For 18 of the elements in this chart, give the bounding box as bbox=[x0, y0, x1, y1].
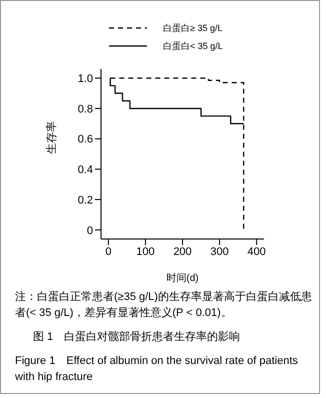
x-tick-label: 400 bbox=[247, 246, 266, 258]
y-axis-title: 生存率 bbox=[44, 121, 58, 154]
caption: 图 1 白蛋白对髋部骨折患者生存率的影响 bbox=[32, 330, 242, 345]
y-tick-label: 0.2 bbox=[78, 194, 93, 206]
x-tick-label: 200 bbox=[173, 246, 192, 258]
legend-label: 白蛋白< 35 g/L bbox=[163, 40, 223, 52]
x-tick-label: 0 bbox=[105, 246, 112, 258]
x-axis-title: 时间(d) bbox=[166, 272, 199, 284]
y-tick-label: 1.0 bbox=[78, 73, 93, 86]
x-tick-label: 300 bbox=[210, 246, 229, 258]
y-tick-label: 0 bbox=[86, 224, 93, 237]
text: 注：白蛋白正常患者(≥35 g/L)的生存率显著高于白蛋白减低患者(< 35 g/L)，差异有显著性意义(P < 0.01)。 bbox=[15, 290, 313, 321]
legend-label: 白蛋白≥ 35 g/L bbox=[163, 22, 222, 34]
caption: Figure 1 Effect of albumin on the survival rate of patients with hip fracture bbox=[15, 354, 299, 385]
y-tick-label: 0.6 bbox=[78, 134, 93, 146]
y-tick-label: 0.8 bbox=[78, 103, 93, 116]
x-tick-label: 100 bbox=[136, 246, 155, 258]
y-tick-label: 0.4 bbox=[78, 164, 93, 176]
